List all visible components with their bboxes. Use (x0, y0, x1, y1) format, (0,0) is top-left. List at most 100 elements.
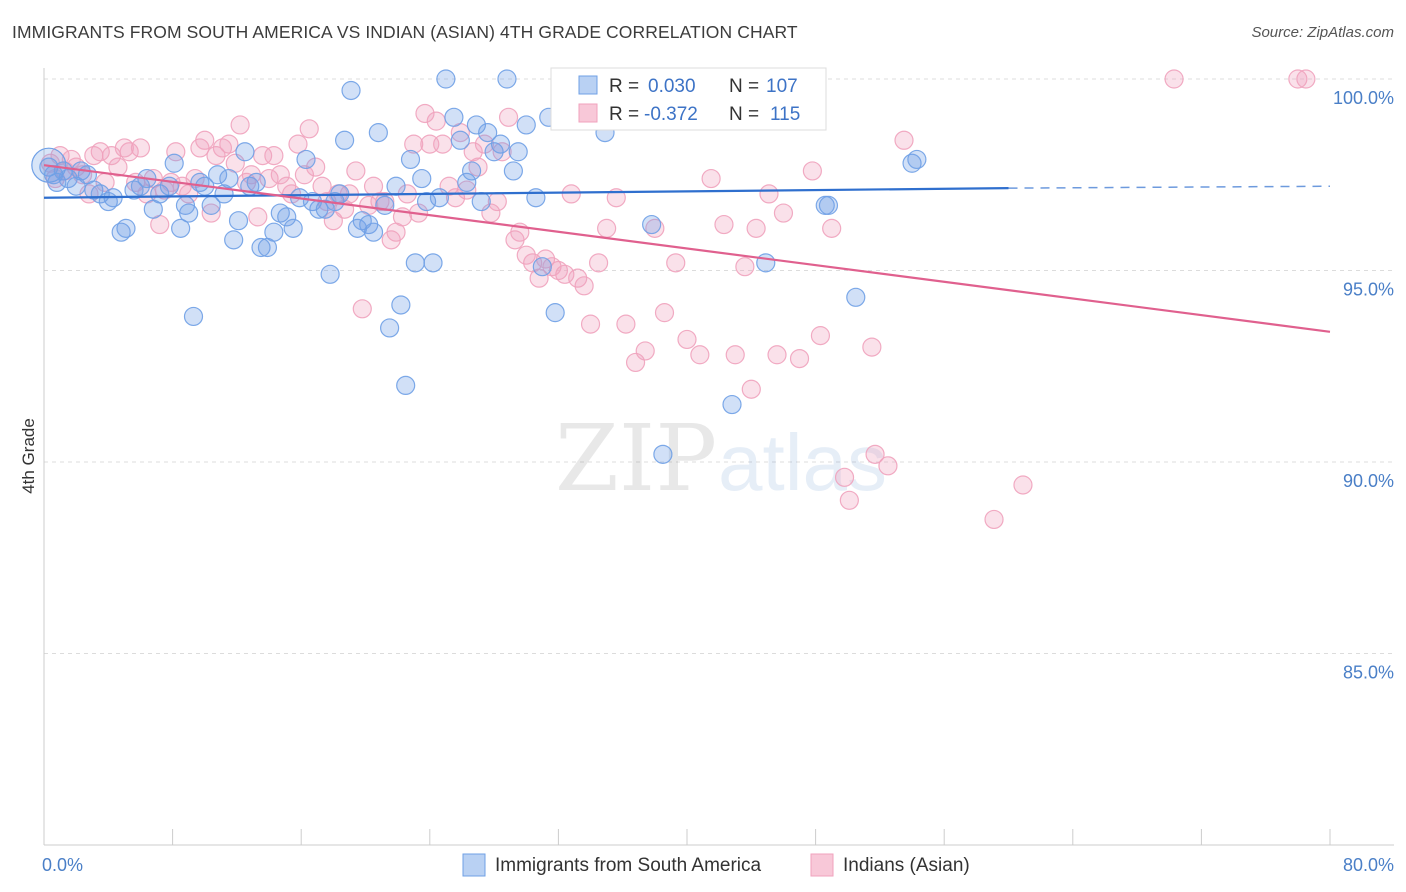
point-south-america (818, 195, 839, 215)
point-indian-asian (725, 345, 745, 365)
point-south-america (396, 375, 416, 395)
point-indian-asian (865, 444, 885, 464)
point-indian-asian (352, 299, 372, 319)
point-south-america (412, 168, 432, 189)
stats-n-label-blue: N = (729, 76, 759, 97)
point-indian-asian (654, 303, 675, 323)
point-indian-asian (108, 157, 128, 177)
point-south-america (722, 394, 742, 415)
point-indian-asian (119, 142, 139, 162)
y-tick-label: 100.0% (1333, 88, 1394, 108)
point-indian-asian (90, 142, 110, 162)
point-indian-asian (767, 345, 787, 365)
point-indian-asian (1013, 475, 1033, 495)
point-indian-asian (568, 268, 588, 288)
point-indian-asian (690, 345, 710, 365)
trend-lines (43, 164, 1331, 333)
point-south-america (246, 172, 266, 193)
point-indian-asian (498, 107, 519, 127)
point-south-america (368, 123, 388, 143)
point-indian-asian (878, 456, 898, 476)
point-south-america (235, 142, 255, 162)
point-indian-asian (1164, 69, 1184, 89)
chart-title: IMMIGRANTS FROM SOUTH AMERICA VS INDIAN … (12, 22, 798, 42)
point-south-america (391, 295, 411, 315)
point-south-america (526, 188, 546, 208)
trend-line-south-america-extension (1008, 185, 1331, 189)
point-south-america (251, 237, 271, 258)
point-south-america (405, 253, 425, 273)
point-south-america (183, 306, 204, 327)
source-credit: Source: ZipAtlas.com (1251, 24, 1394, 41)
point-south-america (756, 253, 776, 273)
point-indian-asian (206, 146, 226, 166)
point-south-america (450, 130, 470, 150)
point-south-america (264, 222, 284, 242)
y-tick-label: 95.0% (1343, 280, 1394, 300)
point-indian-asian (248, 207, 268, 227)
point-south-america (466, 115, 487, 135)
point-indian-asian (666, 253, 686, 273)
point-indian-asian (822, 218, 842, 238)
point-south-america (380, 318, 400, 338)
legend: Immigrants from South America Indians (A… (462, 853, 970, 877)
watermark: ZIP atlas (555, 405, 887, 512)
point-indian-asian (230, 115, 250, 135)
legend-label-blue: Immigrants from South America (495, 855, 762, 876)
point-indian-asian (984, 509, 1004, 530)
point-south-america (386, 176, 406, 196)
y-tick-label: 90.0% (1343, 471, 1394, 491)
point-indian-asian (746, 218, 766, 238)
point-south-america (642, 214, 662, 235)
stats-r-label-blue: R = (609, 76, 639, 97)
point-indian-asian (474, 134, 495, 154)
point-south-america (429, 188, 450, 208)
point-indian-asian (299, 119, 319, 139)
point-indian-asian (195, 130, 215, 150)
point-indian-asian (834, 467, 855, 487)
stats-r-value-pink: -0.372 (644, 104, 698, 125)
point-indian-asian (259, 168, 279, 189)
point-indian-asian (346, 161, 366, 181)
point-indian-asian (701, 168, 721, 189)
x-ticks: 0.0% 80.0% (42, 829, 1394, 875)
point-indian-asian (294, 165, 315, 185)
point-south-america (315, 199, 335, 219)
y-axis-label: 4th Grade (19, 418, 38, 494)
point-indian-asian (1288, 69, 1308, 89)
y-tick-labels: 100.0% 95.0% 90.0% 85.0% (1333, 88, 1394, 683)
legend-swatch-blue (462, 853, 486, 877)
point-south-america (457, 172, 477, 193)
point-south-america (150, 184, 170, 204)
point-south-america (508, 142, 528, 162)
point-indian-asian (606, 188, 626, 208)
point-indian-asian (492, 142, 512, 162)
point-south-america (375, 195, 395, 215)
point-indian-asian (555, 264, 575, 284)
point-south-america (341, 80, 361, 101)
point-indian-asian (264, 146, 284, 166)
watermark-atlas: atlas (718, 418, 887, 507)
trend-line-south-america (43, 187, 1009, 199)
point-indian-asian (597, 218, 617, 238)
point-south-america (116, 218, 136, 238)
point-indian-asian (433, 134, 453, 154)
point-indian-asian (894, 130, 914, 150)
point-indian-asian (404, 134, 424, 154)
point-indian-asian (415, 103, 435, 124)
point-south-america (907, 149, 927, 170)
point-indian-asian (529, 268, 549, 288)
point-indian-asian (463, 142, 483, 162)
legend-label-pink: Indians (Asian) (843, 855, 970, 876)
point-south-america (179, 203, 199, 223)
point-south-america (363, 222, 384, 242)
point-indian-asian (802, 161, 822, 181)
point-indian-asian (130, 138, 151, 158)
gridlines (44, 78, 1394, 654)
point-indian-asian (1296, 69, 1316, 89)
point-south-america (436, 69, 456, 89)
point-south-america (277, 207, 297, 227)
point-indian-asian (635, 341, 655, 361)
point-south-america (208, 165, 228, 185)
point-indian-asian (288, 134, 308, 154)
